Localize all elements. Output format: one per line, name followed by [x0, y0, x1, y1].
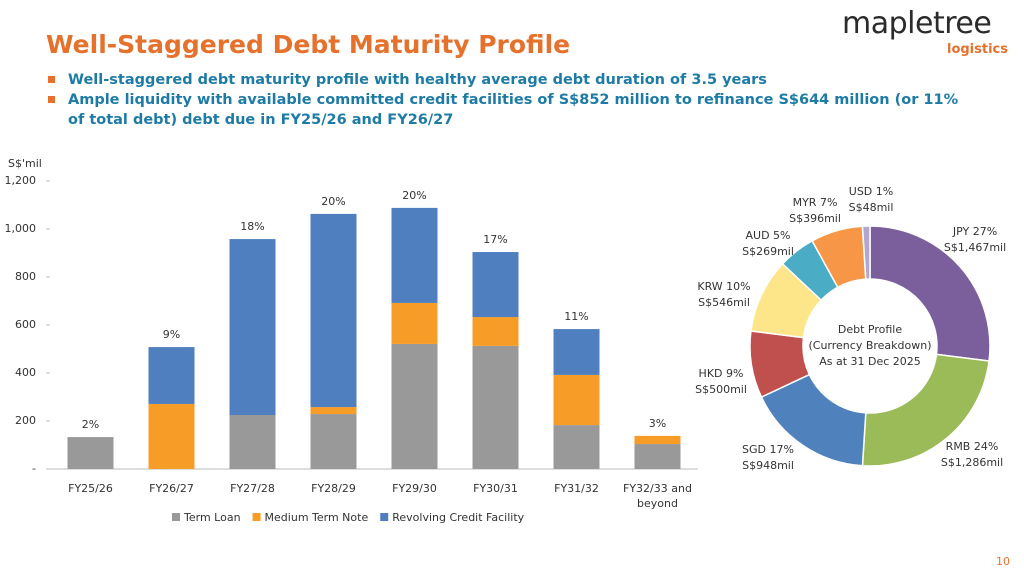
slice-label: JPY 27%	[952, 225, 997, 238]
legend-swatch	[252, 513, 261, 521]
bar-segment	[310, 414, 357, 469]
slice-label: MYR 7%	[793, 196, 838, 209]
x-tick-label: FY32/33 and beyond	[623, 482, 692, 510]
bar-segment	[148, 403, 195, 469]
bullet-list: Well-staggered debt maturity profile wit…	[46, 70, 966, 130]
page-number: 10	[996, 555, 1010, 568]
x-tick-label: FY25/26	[68, 482, 113, 495]
y-tick-label: -	[32, 462, 36, 475]
bullet: Ample liquidity with available committed…	[46, 90, 966, 130]
legend-label: Term Loan	[183, 511, 241, 524]
y-tick-label: 400	[15, 366, 36, 379]
y-tick-label: 1,200	[5, 174, 37, 187]
bar-segment	[391, 302, 438, 344]
bar-segment	[229, 415, 276, 469]
legend-label: Revolving Credit Facility	[392, 511, 524, 524]
y-tick-label: 800	[15, 270, 36, 283]
donut-center-label: (Currency Breakdown)	[808, 339, 931, 352]
slice-amount: S$269mil	[742, 245, 794, 258]
bar-segment	[553, 374, 600, 426]
bar-segment	[229, 239, 276, 415]
slice-amount: S$396mil	[789, 212, 841, 225]
bar-segment	[553, 425, 600, 469]
donut-center-label: As at 31 Dec 2025	[819, 355, 921, 368]
slice-label: AUD 5%	[746, 229, 791, 242]
bar-segment	[634, 444, 681, 469]
x-tick-label: FY30/31	[473, 482, 518, 495]
slice-label: USD 1%	[849, 185, 893, 198]
x-tick-label: FY29/30	[392, 482, 437, 495]
percent-label: 3%	[649, 417, 666, 430]
donut-slice	[861, 353, 990, 467]
slice-amount: S$1,467mil	[944, 241, 1006, 254]
slice-label: HKD 9%	[699, 367, 744, 380]
donut-slice	[869, 225, 991, 362]
y-tick-label: 200	[15, 414, 36, 427]
bar-segment	[472, 345, 519, 469]
slice-amount: S$948mil	[742, 459, 794, 472]
legend-swatch	[172, 513, 180, 521]
y-tick-label: 600	[15, 318, 36, 331]
bar-segment	[310, 407, 357, 415]
logo-division: logistics	[946, 42, 1008, 57]
bar-segment	[391, 343, 438, 469]
bullet: Well-staggered debt maturity profile wit…	[46, 70, 966, 90]
x-tick-label: FY27/28	[230, 482, 275, 495]
bar-segment	[472, 252, 519, 318]
slice-amount: S$1,286mil	[941, 456, 1003, 469]
axis-label: S$'mil	[8, 157, 42, 170]
slide-title: Well-Staggered Debt Maturity Profile	[46, 30, 571, 59]
bar-segment	[67, 437, 114, 469]
percent-label: 9%	[163, 328, 180, 341]
percent-label: 2%	[82, 418, 99, 431]
donut-slice	[861, 225, 871, 280]
bar-segment	[391, 207, 438, 303]
x-tick-label: FY28/29	[311, 482, 356, 495]
slice-label: KRW 10%	[697, 280, 750, 293]
slice-label: SGD 17%	[742, 443, 794, 456]
x-tick-label: FY26/27	[149, 482, 194, 495]
legend-swatch	[380, 513, 389, 521]
percent-label: 20%	[402, 189, 426, 202]
logo-brand: mapletree	[842, 6, 992, 41]
bar-segment	[553, 329, 600, 375]
bar-segment	[310, 213, 357, 408]
percent-label: 11%	[564, 310, 588, 323]
x-tick-label: FY31/32	[554, 482, 599, 495]
slice-amount: S$546mil	[698, 296, 750, 309]
slice-amount: S$48mil	[849, 201, 894, 214]
percent-label: 17%	[483, 233, 507, 246]
bar-segment	[148, 347, 195, 404]
legend-label: Medium Term Note	[265, 511, 369, 524]
percent-label: 20%	[321, 195, 345, 208]
bar-segment	[634, 435, 681, 445]
percent-label: 18%	[240, 220, 264, 233]
bar-segment	[472, 317, 519, 346]
donut-center-label: Debt Profile	[838, 323, 902, 336]
y-tick-label: 1,000	[5, 222, 37, 235]
slice-amount: S$500mil	[695, 383, 747, 396]
slice-label: RMB 24%	[946, 440, 999, 453]
